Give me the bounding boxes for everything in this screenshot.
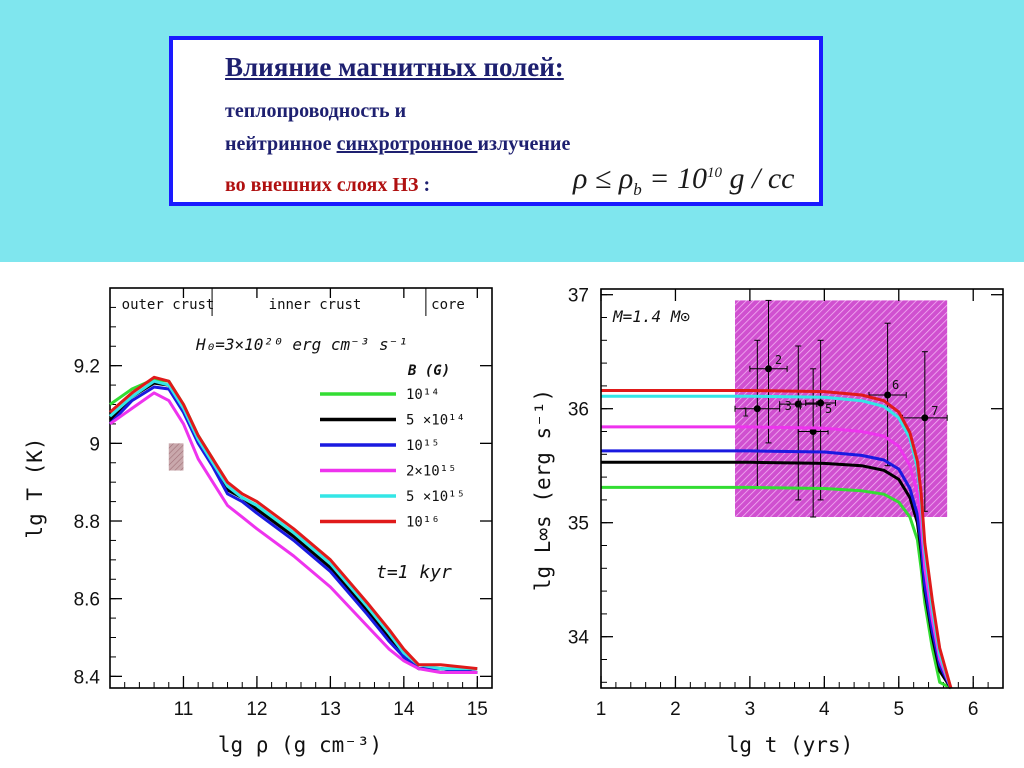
series-line-5 — [109, 375, 478, 671]
x-tick-label: 13 — [320, 699, 341, 720]
legend-title: B (G) — [407, 363, 450, 379]
y-tick-label: 8.6 — [74, 590, 100, 611]
y-axis-label: lg T (K) — [23, 437, 47, 538]
x-tick-label: 1 — [596, 699, 607, 720]
field-annotation: H₀=3×10²⁰ erg cm⁻³ s⁻¹ — [195, 335, 408, 354]
cooling-line-5 — [601, 389, 953, 689]
x-tick-label: 11 — [174, 699, 194, 720]
obs-label-0: 1 — [742, 406, 749, 420]
subtitle-underlined: синхротронное — [336, 133, 478, 155]
cooling-line-3 — [601, 425, 953, 689]
obs-label-2: 3 — [785, 399, 792, 413]
title-box: Влияние магнитных полей: теплопроводност… — [169, 36, 823, 206]
x-tick-label: 2 — [670, 699, 681, 720]
legend-label-4: 5 ×10¹⁵ — [406, 489, 465, 505]
x-tick-label: 6 — [968, 699, 979, 720]
density-formula: ρ ≤ ρb = 1010 g / cc — [573, 162, 795, 199]
series-line-2 — [108, 385, 478, 674]
subtitle-part-b: излучение — [477, 133, 571, 155]
subtitle-line-3: во внешних слоях НЗ : — [225, 174, 430, 197]
x-tick-label: 5 — [893, 699, 904, 720]
x-tick-label: 4 — [819, 699, 830, 720]
legend-label-3: 2×10¹⁵ — [406, 464, 457, 480]
cooling-line-0 — [601, 485, 952, 690]
region-label-outer: outer crust — [122, 297, 215, 313]
y-tick-label: 35 — [568, 514, 589, 535]
slide-heading: Влияние магнитных полей: — [225, 52, 564, 82]
obs-point-3 — [809, 428, 817, 435]
shaded-rect — [168, 443, 184, 471]
legend-label-0: 10¹⁴ — [406, 387, 440, 403]
obs-label-4: 5 — [825, 402, 832, 416]
subtitle-line-1: теплопроводность и — [225, 100, 407, 122]
outer-layers-text: во внешних слоях НЗ — [225, 174, 419, 196]
x-tick-label: 12 — [246, 699, 267, 720]
obs-point-6 — [921, 414, 929, 422]
legend-label-5: 10¹⁶ — [406, 515, 440, 531]
region-label-inner: inner crust — [269, 297, 362, 313]
mass-annotation: M=1.4 M⊙ — [612, 307, 690, 326]
y-tick-label: 9.2 — [74, 357, 100, 378]
series-line-4 — [109, 379, 478, 671]
plot-frame — [600, 288, 1004, 689]
y-tick-label: 9 — [89, 434, 100, 455]
legend-label-1: 5 ×10¹⁴ — [406, 413, 465, 429]
x-tick-label: 14 — [393, 699, 415, 720]
outer-layers-colon: : — [418, 174, 431, 196]
obs-label-1: 2 — [775, 353, 782, 367]
x-axis-label: lg ρ (g cm⁻³) — [218, 733, 382, 757]
subtitle-line-2: нейтринное синхротронное излучение — [225, 133, 570, 156]
obs-point-2 — [794, 400, 802, 408]
y-tick-label: 34 — [568, 628, 590, 649]
obs-point-1 — [765, 365, 772, 373]
y-axis-label-2: lg L∞s (erg s⁻¹) — [531, 389, 555, 591]
obs-point-4 — [817, 399, 825, 407]
obs-point-5 — [884, 391, 892, 399]
x-tick-label: 15 — [467, 699, 488, 720]
y-tick-label: 8.8 — [74, 512, 100, 533]
obs-point-0 — [753, 405, 761, 413]
obs-label-3: 4 — [796, 399, 803, 413]
cooling-line-2 — [601, 449, 953, 689]
obs-label-6: 7 — [931, 404, 938, 418]
region-label-core: core — [431, 297, 465, 313]
x-tick-label: 3 — [745, 699, 756, 720]
y-tick-label: 36 — [568, 400, 589, 421]
series-line-3 — [109, 391, 478, 674]
obs-label-5: 6 — [892, 378, 899, 392]
legend-label-2: 10¹⁵ — [406, 438, 440, 454]
y-tick-label: 8.4 — [74, 667, 101, 688]
time-annotation: t=1 kyr — [376, 562, 452, 583]
subtitle-part-a: нейтринное — [225, 133, 337, 155]
y-tick-label: 37 — [568, 286, 589, 307]
x-axis-label-2: lg t (yrs) — [727, 733, 853, 757]
